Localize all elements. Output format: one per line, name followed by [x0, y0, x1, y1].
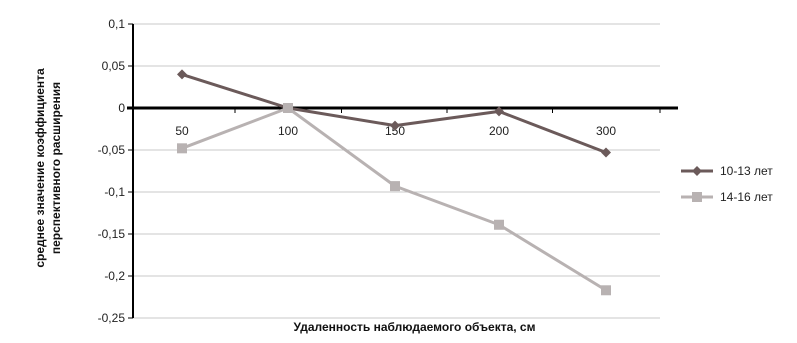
data-point	[390, 120, 400, 131]
data-point	[601, 147, 611, 158]
y-axis-title: среднее значение коэффициента перспектив…	[33, 68, 63, 268]
data-point	[494, 106, 504, 117]
legend-item: 10-13 лет	[681, 164, 773, 178]
x-axis-title: Удаленность наблюдаемого объекта, см	[294, 320, 536, 334]
y-tick-label: -0,15	[98, 227, 126, 241]
y-tick-label: -0,25	[98, 311, 126, 325]
data-point	[177, 143, 187, 154]
data-point	[283, 103, 293, 113]
y-tick-label: 0	[118, 101, 125, 115]
x-tick-labels: 50 100 150 200 300	[175, 124, 616, 138]
y-tick-label: -0,05	[98, 143, 126, 157]
gridlines	[133, 23, 660, 319]
y-tick-label: -0,2	[104, 269, 125, 283]
legend: 10-13 лет 14-16 лет	[681, 164, 773, 204]
x-tick-label: 150	[385, 124, 405, 138]
y-tick-label: -0,1	[104, 185, 125, 199]
data-point	[601, 285, 611, 296]
legend-label: 10-13 лет	[720, 164, 773, 178]
x-tick-label: 200	[489, 124, 509, 138]
axes	[127, 23, 678, 319]
series-2	[177, 103, 611, 296]
y-tick-label: 0,05	[102, 59, 126, 73]
x-tick-label: 50	[175, 124, 189, 138]
y-axis-title-line-1: среднее значение коэффициента	[33, 68, 47, 268]
y-tick-labels: 0,1 0,05 0 -0,05 -0,1 -0,15 -0,2 -0,25	[98, 17, 126, 325]
x-tick-label: 100	[278, 124, 298, 138]
y-axis-title-line-2: перспективного расширения	[49, 82, 63, 254]
legend-label: 14-16 лет	[720, 190, 773, 204]
legend-marker	[692, 192, 702, 202]
series-line	[181, 72, 607, 154]
data-point	[494, 219, 504, 230]
y-tick-label: 0,1	[108, 17, 125, 31]
series	[177, 69, 611, 296]
legend-item: 14-16 лет	[681, 190, 773, 204]
legend-marker	[692, 166, 702, 176]
data-point	[390, 181, 400, 192]
data-point	[177, 69, 187, 80]
series-1	[177, 69, 611, 158]
x-tick-label: 300	[596, 124, 616, 138]
